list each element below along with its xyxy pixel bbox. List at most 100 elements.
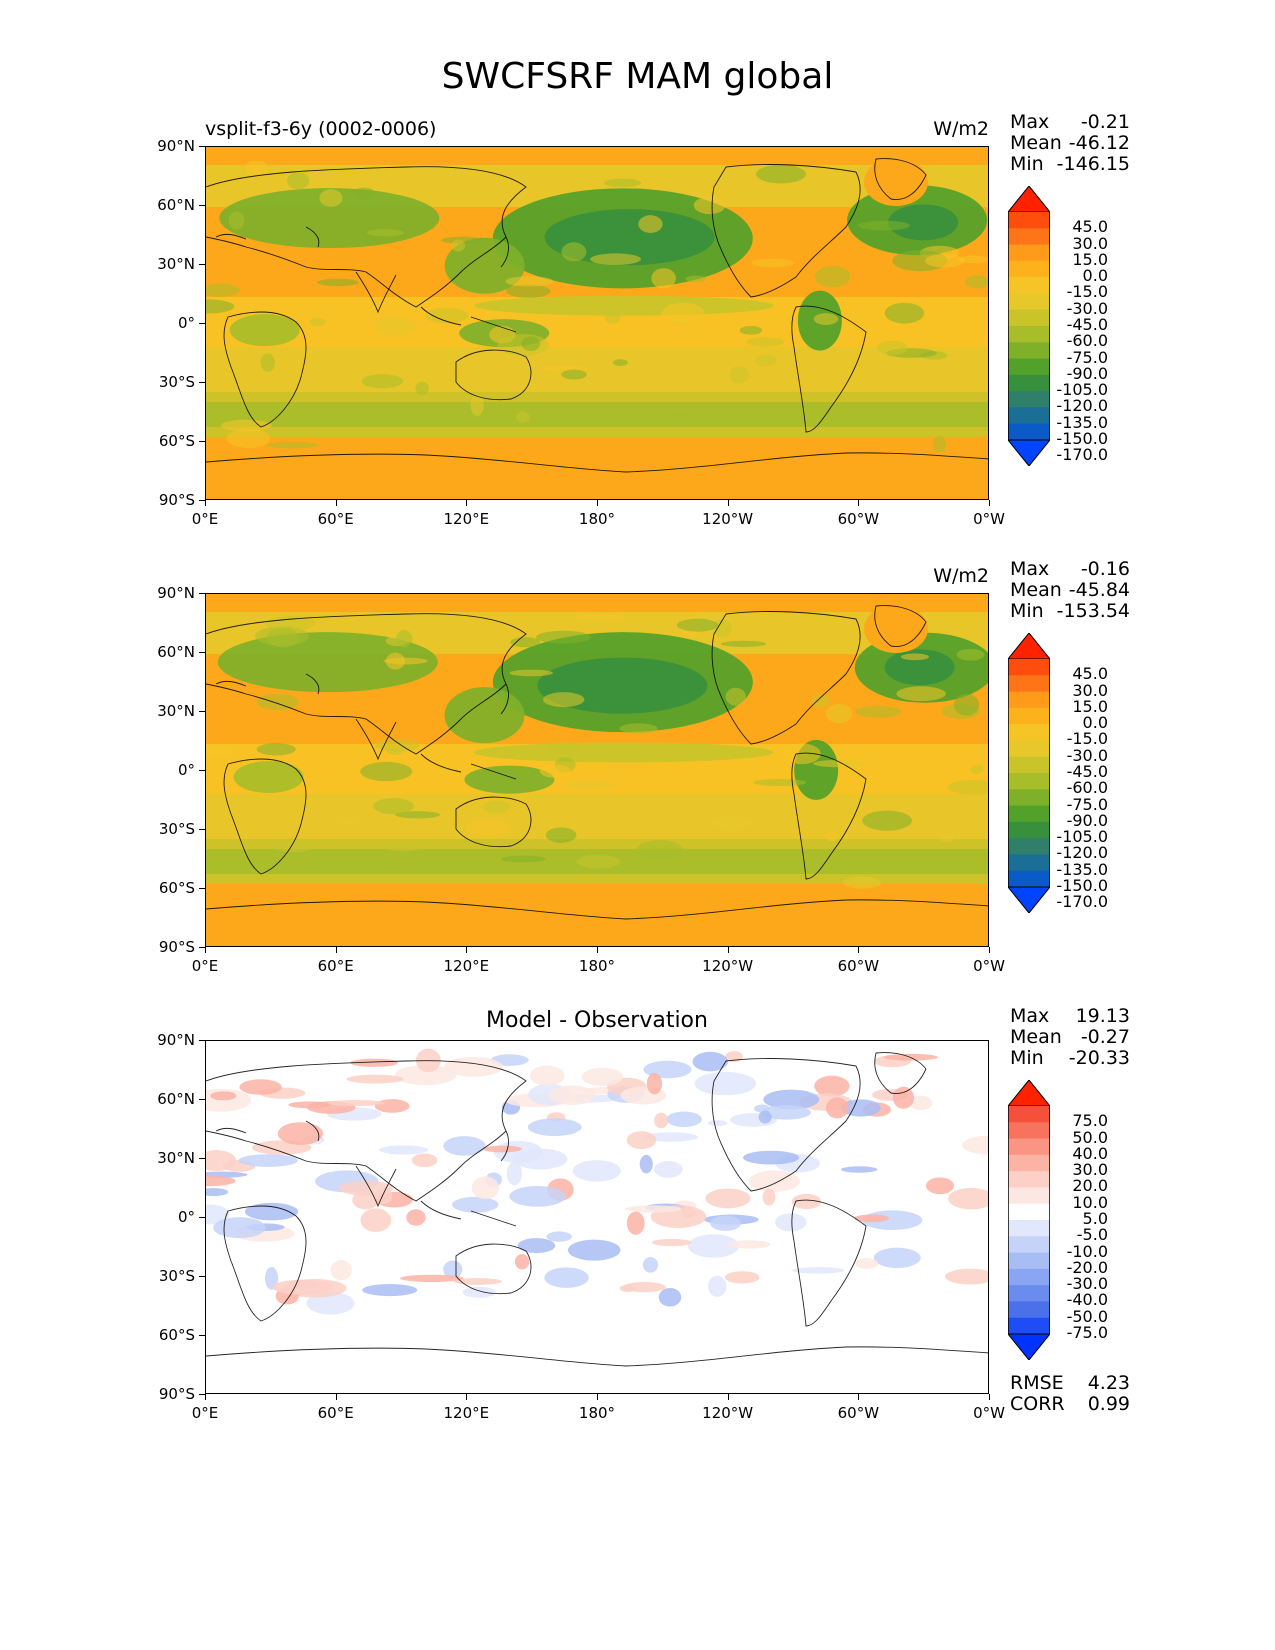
colorbar-label: 20.0 [1072,1176,1108,1196]
stat-min: Min -20.33 [1010,1047,1130,1069]
x-tick-label: 0°E [191,510,219,528]
colorbar-segment [1008,707,1050,725]
x-tick-label: 60°W [837,957,880,975]
y-tick-label: 60°N [157,643,195,661]
x-tick-mark [727,947,729,953]
colorbar-segment [1008,740,1050,758]
y-tick-mark [199,770,205,771]
y-tick-mark [199,1394,205,1395]
map-plot [205,1040,989,1394]
colorbar-segment [1008,244,1050,262]
x-tick-mark [989,947,990,953]
y-tick-mark [199,205,205,206]
colorbar-segment [1008,659,1050,676]
y-tick-label: 30°N [157,1149,195,1167]
stat-max: Max -0.21 [1010,111,1130,133]
colorbar-segment [1008,277,1050,294]
colorbar-segment [1008,1171,1050,1188]
stat-key: Min [1010,153,1044,175]
y-tick-label: 30°S [158,373,195,391]
colorbar-label: -30.0 [1066,1274,1108,1294]
colorbar-label: 0.0 [1082,713,1108,733]
x-tick-mark [466,500,468,506]
colorbar-segment [1008,1203,1050,1221]
y-tick-mark [199,382,205,383]
y-tick-label: 30°S [158,1267,195,1285]
colorbar-segment [1008,228,1050,246]
colorbar-label: 30.0 [1072,233,1108,253]
y-tick-mark [199,1099,205,1100]
map-field [206,594,988,946]
x-tick-label: 0°E [191,957,219,975]
colorbar-label: -150.0 [1056,876,1108,895]
y-tick-label: 30°N [157,255,195,273]
map-plot [205,146,989,500]
stat-mean: Mean -0.27 [1010,1026,1130,1048]
colorbar-segment [1008,293,1050,311]
colorbar-label: -5.0 [1076,1225,1108,1245]
colorbar-segment [1008,675,1050,693]
colorbar-segment [1008,691,1050,709]
y-tick-mark [199,264,205,265]
colorbar-segment [1008,374,1050,392]
colorbar-segment [1008,391,1050,408]
colorbar-label: -10.0 [1066,1241,1108,1261]
stat-max: Max -0.16 [1010,558,1130,580]
x-tick-label: 0°W [973,510,1005,528]
colorbar-label: 15.0 [1072,696,1108,716]
x-tick-mark [858,947,860,953]
colorbar-segment [1008,805,1050,823]
x-tick-mark [466,947,468,953]
colorbar-segment [1008,854,1050,872]
colorbar-extend-top [1006,185,1052,213]
stat-mean: Mean -46.12 [1010,132,1130,154]
colorbar-label: 10.0 [1072,1192,1108,1212]
map-field [206,1041,988,1393]
y-tick-mark [199,1158,205,1159]
colorbar-label: -105.0 [1056,380,1108,400]
stat-value: -45.84 [1068,579,1130,601]
colorbar-label: -75.0 [1066,347,1108,367]
colorbar-label: -75.0 [1066,1323,1108,1342]
x-tick-mark [858,1394,860,1400]
y-tick-mark [199,593,205,594]
colorbar-segment [1008,326,1050,343]
colorbar-segment [1008,773,1050,790]
panel-left-label: vsplit-f3-6y (0002-0006) [205,118,437,140]
colorbar-segment [1008,358,1050,376]
colorbar-extend-top [1006,1079,1052,1107]
x-tick-label: 0°E [191,1404,219,1422]
y-tick-mark [199,1276,205,1277]
colorbar-label: 15.0 [1072,249,1108,269]
colorbar-label: -135.0 [1056,412,1108,432]
y-tick-label: 90°S [158,938,195,956]
x-tick-label: 0°W [973,957,1005,975]
colorbar-label: -150.0 [1056,429,1108,448]
stat-key: Mean [1010,1026,1062,1048]
stat-key: RMSE [1010,1372,1064,1394]
colorbar-label: -15.0 [1066,282,1108,302]
coastlines [206,1052,988,1367]
y-tick-mark [199,1217,205,1218]
colorbar-extend-bottom [1006,886,1052,914]
colorbar-label: 30.0 [1072,680,1108,700]
colorbar-segment [1008,789,1050,807]
colorbar-label: 40.0 [1072,1143,1108,1163]
x-tick-label: 0°W [973,1404,1005,1422]
y-tick-mark [199,146,205,147]
colorbar-label: -50.0 [1066,1306,1108,1326]
y-tick-label: 90°N [157,584,195,602]
colorbar-segment [1008,1154,1050,1172]
stat-value: -0.27 [1080,1026,1130,1048]
colorbar-label: -170.0 [1056,892,1108,912]
y-tick-mark [199,441,205,442]
x-tick-label: 60°E [317,1404,354,1422]
y-tick-mark [199,1040,205,1041]
y-tick-mark [199,323,205,324]
colorbar-segment [1008,1122,1050,1140]
stat-key: Min [1010,600,1044,622]
colorbar-label: -15.0 [1066,729,1108,749]
stat-value: -153.54 [1056,600,1130,622]
colorbar-label: 45.0 [1072,664,1108,684]
stat-rmse: RMSE 4.23 [1010,1372,1130,1394]
